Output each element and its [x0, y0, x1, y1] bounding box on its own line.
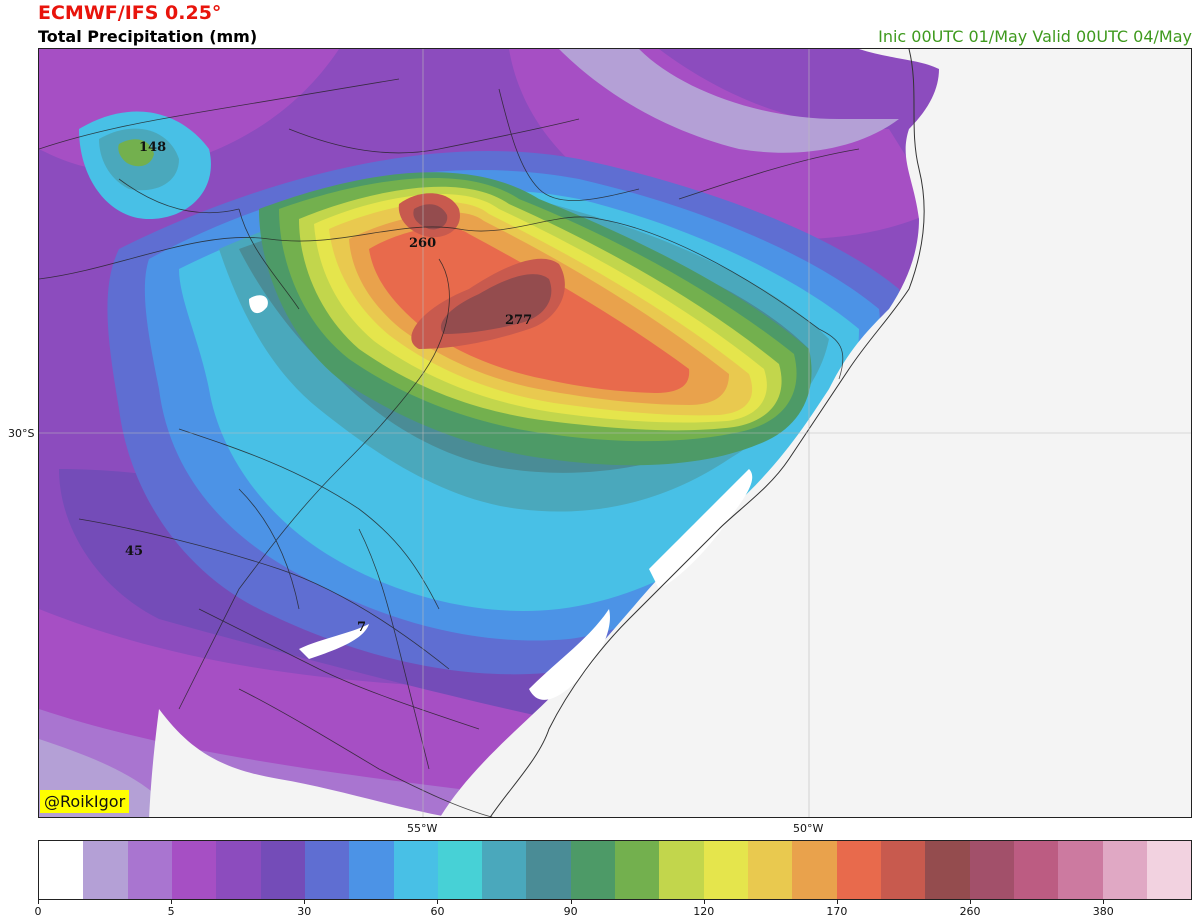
colorbar-tick-mark [703, 900, 705, 904]
author-credit: @RoikIgor [40, 790, 130, 813]
map-label-148: 148 [139, 140, 166, 155]
colorbar-tick-label: 30 [297, 905, 312, 918]
colorbar-segment [127, 841, 172, 899]
colorbar-segment [659, 841, 704, 899]
colorbar-segment [615, 841, 660, 899]
colorbar-tick-label: 120 [693, 905, 715, 918]
colorbar-segment [482, 841, 527, 899]
colorbar-tick-mark [304, 900, 306, 904]
colorbar-segment [1102, 841, 1147, 899]
colorbar-segment [969, 841, 1014, 899]
colorbar-segment [1058, 841, 1103, 899]
map-label-277: 277 [505, 313, 532, 328]
colorbar-tick-label: 0 [34, 905, 42, 918]
colorbar-segment [260, 841, 305, 899]
colorbar-segment [304, 841, 350, 899]
precipitation-map[interactable]: 148 260 277 45 7 [38, 48, 1192, 818]
colorbar-tick-mark [836, 900, 838, 904]
valid-time-label: Inic 00UTC 01/May Valid 00UTC 04/May [878, 27, 1192, 46]
colorbar-tick-mark [38, 900, 39, 904]
lon-label-50w: 50°W [793, 822, 824, 835]
colorbar-tick-mark [970, 900, 972, 904]
colorbar-segment [570, 841, 616, 899]
colorbar-tick-label: 5 [167, 905, 175, 918]
colorbar-tick-label: 260 [959, 905, 981, 918]
colorbar-segment [1146, 841, 1192, 899]
colorbar-tick-mark [1103, 900, 1105, 904]
colorbar-segment [792, 841, 837, 899]
colorbar-segment [925, 841, 970, 899]
colorbar-segment [748, 841, 793, 899]
colorbar-segment [171, 841, 217, 899]
colorbar-segment [1013, 841, 1059, 899]
colorbar-segment [349, 841, 394, 899]
colorbar-segment [703, 841, 748, 899]
colorbar-segment [526, 841, 571, 899]
colorbar-tick-mark [570, 900, 572, 904]
colorbar-segment [836, 841, 881, 899]
colorbar-tick-label: 380 [1092, 905, 1114, 918]
field-title: Total Precipitation (mm) [38, 27, 258, 46]
lat-label: 30°S [8, 427, 35, 440]
map-label-45: 45 [125, 544, 143, 559]
colorbar-tick-label: 90 [563, 905, 578, 918]
colorbar-segment [216, 841, 261, 899]
colorbar-segment [39, 841, 84, 899]
map-label-7: 7 [357, 620, 366, 635]
colorbar-tick-mark [437, 900, 439, 904]
map-label-260: 260 [409, 236, 436, 251]
colorbar-tick-label: 60 [430, 905, 445, 918]
colorbar-segment [393, 841, 438, 899]
colorbar-segment [880, 841, 926, 899]
colorbar-segment [83, 841, 128, 899]
colorbar-tick-label: 170 [826, 905, 848, 918]
lon-label-55w: 55°W [407, 822, 438, 835]
colorbar-tick-mark [171, 900, 173, 904]
colorbar [38, 840, 1192, 900]
model-title: ECMWF/IFS 0.25° [38, 2, 222, 24]
colorbar-segment [437, 841, 483, 899]
